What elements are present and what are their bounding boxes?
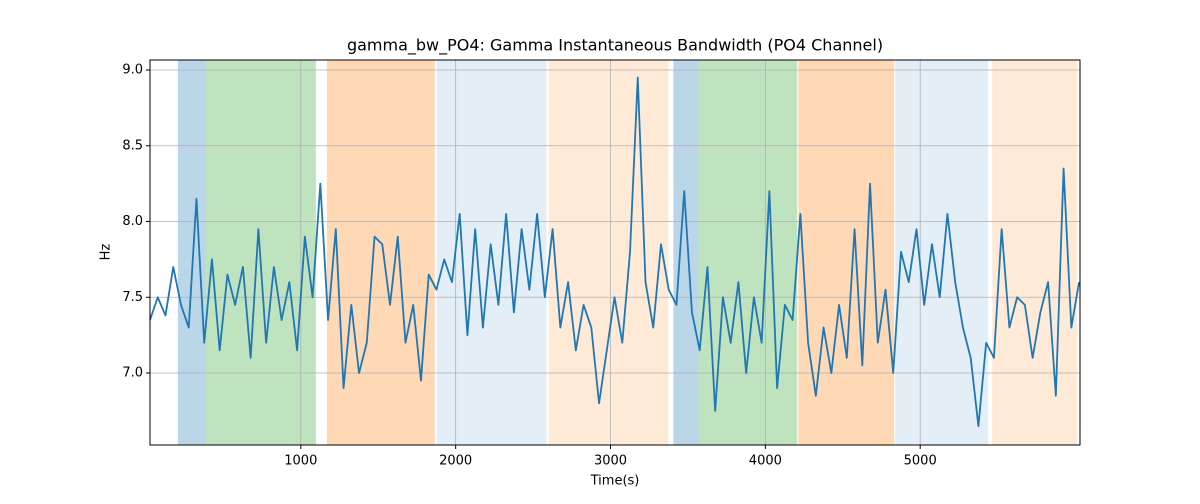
shaded-span: [992, 60, 1078, 445]
y-axis-label: Hz: [99, 244, 114, 261]
x-axis-label: Time(s): [590, 474, 640, 489]
plot: [149, 76, 1080, 427]
axes: 1000 2000 3000 4000 5000 7.0 7.5 8.0 8.5 9.0: [122, 63, 936, 469]
x-tick-label: 4000: [749, 454, 782, 469]
x-tick-label: 3000: [594, 454, 627, 469]
chart-title: gamma_bw_PO4: Gamma Instantaneous Bandwi…: [347, 36, 883, 56]
shaded-span: [798, 60, 895, 445]
data-line: [149, 76, 1080, 427]
shaded-span: [548, 60, 669, 445]
y-tick-label: 8.5: [122, 138, 143, 153]
shaded-span: [698, 60, 798, 445]
spans: [177, 60, 1078, 445]
x-tick-label: 2000: [439, 454, 472, 469]
shaded-span: [177, 60, 206, 445]
x-tick-label: 1000: [284, 454, 317, 469]
shaded-span: [673, 60, 699, 445]
y-tick-label: 9.0: [122, 63, 143, 78]
x-tick-label: 5000: [904, 454, 937, 469]
plot-frame: [149, 59, 1081, 446]
y-tick-label: 7.0: [122, 366, 143, 381]
y-tick-label: 7.5: [122, 290, 143, 305]
y-tick-label: 8.0: [122, 214, 143, 229]
